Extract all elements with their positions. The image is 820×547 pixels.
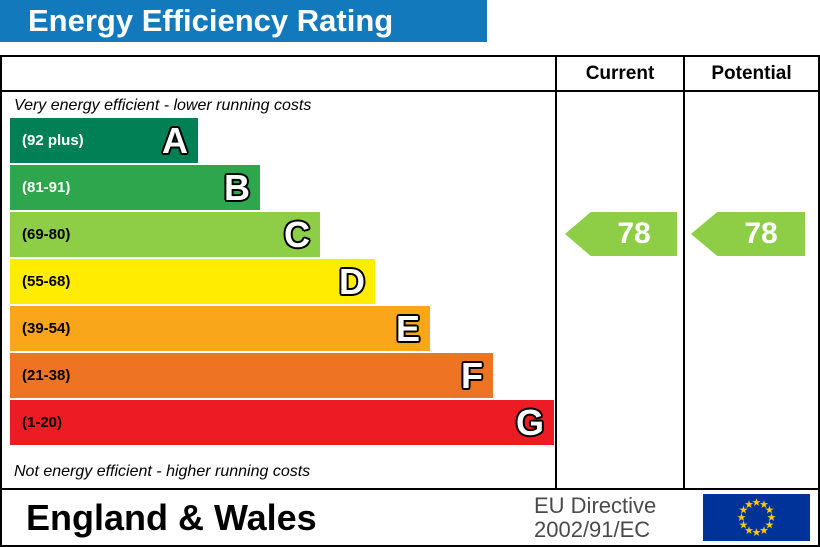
rating-table: Current Potential Very energy efficient … [0, 55, 820, 547]
title-bar: Energy Efficiency Rating [0, 0, 487, 42]
band-e-letter: E [395, 307, 420, 349]
current-rating-arrow: 78 [565, 212, 677, 256]
potential-rating-arrow: 78 [691, 212, 805, 256]
eu-directive-line2: 2002/91/EC [534, 517, 651, 542]
band-c-range: (69-80) [22, 226, 71, 243]
potential-rating-value: 78 [744, 217, 778, 250]
band-b: (81-91) B [10, 165, 260, 210]
band-d-letter: D [339, 260, 365, 302]
header-row-divider [2, 90, 818, 92]
band-e: (39-54) E [10, 306, 430, 351]
band-a-range: (92 plus) [22, 132, 84, 149]
band-f-range: (21-38) [22, 367, 71, 384]
caption-very-efficient: Very energy efficient - lower running co… [14, 97, 312, 114]
band-g: (1-20) G [10, 400, 554, 445]
band-e-range: (39-54) [22, 320, 71, 337]
eu-flag-icon [703, 494, 810, 541]
eu-directive-label: EU Directive 2002/91/EC [534, 494, 656, 542]
band-g-letter: G [515, 401, 544, 443]
column-divider-current [555, 57, 557, 490]
current-rating-value: 78 [617, 217, 651, 250]
band-c-letter: C [284, 213, 310, 255]
band-d-range: (55-68) [22, 273, 71, 290]
column-header-current: Current [585, 62, 655, 84]
column-header-potential: Potential [711, 62, 792, 84]
footer-row-divider [2, 488, 818, 490]
band-f-letter: F [461, 354, 483, 396]
band-d: (55-68) D [10, 259, 375, 304]
band-b-range: (81-91) [22, 179, 71, 196]
page-title: Energy Efficiency Rating [28, 3, 394, 38]
eu-directive-line1: EU Directive [534, 493, 657, 518]
caption-not-efficient: Not energy efficient - higher running co… [14, 463, 311, 480]
column-divider-potential [683, 57, 685, 490]
region-label: England & Wales [26, 496, 317, 538]
band-f: (21-38) F [10, 353, 493, 398]
band-a: (92 plus) A [10, 118, 198, 163]
band-c: (69-80) C [10, 212, 320, 257]
band-g-range: (1-20) [22, 414, 63, 431]
rating-bands: (92 plus) A (81-91) B (69-80) C (55-68) … [10, 118, 555, 447]
band-a-letter: A [162, 119, 188, 161]
band-b-letter: B [224, 166, 250, 208]
